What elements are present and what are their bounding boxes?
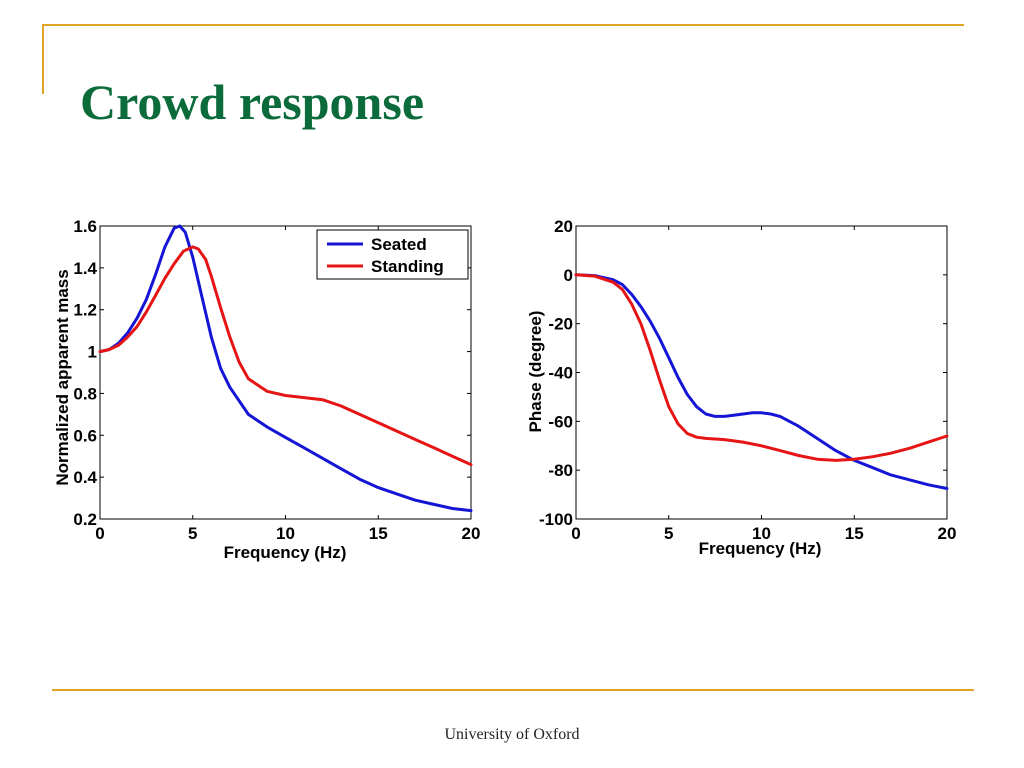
series-line-seated — [98, 224, 473, 513]
x-tick-label: 0 — [95, 524, 104, 543]
y-tick-label: 1 — [88, 343, 97, 362]
top-accent-line — [42, 24, 964, 26]
x-tick-label: 20 — [462, 524, 481, 543]
left-accent-line — [42, 24, 44, 94]
x-tick-label: 5 — [664, 524, 673, 543]
bottom-accent-line — [52, 689, 974, 691]
y-tick-label: 1.6 — [73, 217, 97, 236]
y-tick-label: -20 — [548, 315, 573, 334]
y-tick-label: 1.2 — [73, 301, 97, 320]
y-tick-label: 0.2 — [73, 510, 97, 529]
y-tick-label: -40 — [548, 364, 573, 383]
series-line-standing — [574, 273, 949, 462]
y-axis-label: Phase (degree) — [526, 311, 545, 433]
series-line-standing — [98, 245, 473, 467]
legend-label-seated: Seated — [371, 235, 427, 254]
y-tick-label: -100 — [539, 510, 573, 529]
y-tick-label: 0 — [564, 266, 573, 285]
apparent-mass-chart: 0 5 10 15 20 0.2 0.4 0.6 0.8 1 1.2 1.4 1.6 Frequency … — [53, 217, 481, 562]
y-tick-label: 0.8 — [73, 384, 97, 403]
phase-chart: 0 5 10 15 20 -100 -80 -60 -40 -20 0 20 Frequency (Hz… — [526, 217, 957, 558]
x-tick-label: 5 — [188, 524, 197, 543]
x-axis-label: Frequency (Hz) — [699, 539, 822, 558]
series-line-seated — [574, 273, 949, 490]
y-tick-label: -80 — [548, 461, 573, 480]
y-tick-label: 1.4 — [73, 259, 97, 278]
x-tick-label: 10 — [752, 524, 771, 543]
x-tick-label: 15 — [369, 524, 388, 543]
x-axis-label: Frequency (Hz) — [224, 543, 347, 562]
slide-title: Crowd response — [80, 74, 425, 130]
legend-label-standing: Standing — [371, 257, 444, 276]
x-tick-label: 10 — [276, 524, 295, 543]
y-tick-label: -60 — [548, 412, 573, 431]
x-tick-label: 15 — [845, 524, 864, 543]
y-tick-label: 0.4 — [73, 468, 97, 487]
y-axis-label: Normalized apparent mass — [53, 269, 72, 485]
legend-box — [316, 229, 469, 280]
x-tick-label: 20 — [938, 524, 957, 543]
x-tick-label: 0 — [571, 524, 580, 543]
y-tick-label: 20 — [554, 217, 573, 236]
footer-text: University of Oxford — [444, 726, 580, 743]
y-tick-label: 0.6 — [73, 426, 97, 445]
